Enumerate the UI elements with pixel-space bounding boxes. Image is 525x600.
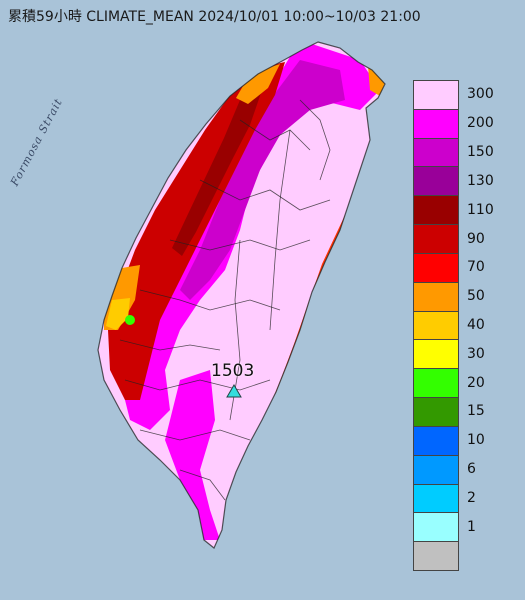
- legend-swatch: [413, 339, 459, 370]
- legend-swatch: [413, 108, 459, 139]
- legend-swatch: [413, 166, 459, 197]
- zone-dark-red: [172, 90, 262, 256]
- zone-northeast: [368, 66, 385, 96]
- legend-swatch: [413, 425, 459, 456]
- legend-label: 200: [467, 115, 494, 132]
- legend-swatch: [413, 541, 459, 571]
- legend-label: 2: [467, 489, 476, 506]
- max-value-triangle-icon: [226, 384, 242, 398]
- legend-label: 6: [467, 461, 476, 478]
- legend: 300 200 150 130 110 90 70 50 40 30 20 15 10 6 2 1: [413, 80, 520, 571]
- max-value-label: 1503: [211, 361, 255, 381]
- legend-swatch: [413, 368, 459, 399]
- legend-label: 90: [467, 230, 485, 247]
- legend-label: 50: [467, 288, 485, 305]
- hotspot-green: [125, 315, 135, 325]
- legend-swatch: [413, 137, 459, 168]
- legend-swatch: [413, 454, 459, 485]
- zone-200: [120, 42, 380, 430]
- legend-swatch: [413, 483, 459, 514]
- legend-label: 20: [467, 374, 485, 391]
- zone-150: [180, 60, 345, 300]
- legend-label: 40: [467, 317, 485, 333]
- map-title: 累積59小時 CLIMATE_MEAN 2024/10/01 10:00~10/…: [8, 9, 421, 25]
- legend-label: 10: [467, 432, 485, 449]
- zone-200-south: [165, 370, 220, 540]
- legend-swatch: [413, 252, 459, 283]
- legend-label: 150: [467, 144, 494, 161]
- legend-label: 300: [467, 86, 494, 103]
- legend-swatch: [413, 80, 459, 110]
- legend-label: 15: [467, 403, 485, 420]
- legend-label: 1: [467, 518, 476, 535]
- legend-swatch: [413, 224, 459, 254]
- legend-label: 70: [467, 259, 485, 276]
- legend-swatch: [413, 310, 459, 341]
- zone-yellow-west: [106, 298, 130, 330]
- legend-label: 30: [467, 345, 485, 362]
- legend-swatch: [413, 512, 459, 543]
- legend-label: 110: [467, 201, 494, 218]
- legend-swatch: [413, 397, 459, 427]
- legend-swatch: [413, 195, 459, 226]
- legend-label: 130: [467, 172, 494, 189]
- legend-swatch: [413, 281, 459, 312]
- zone-orange-north: [236, 64, 280, 104]
